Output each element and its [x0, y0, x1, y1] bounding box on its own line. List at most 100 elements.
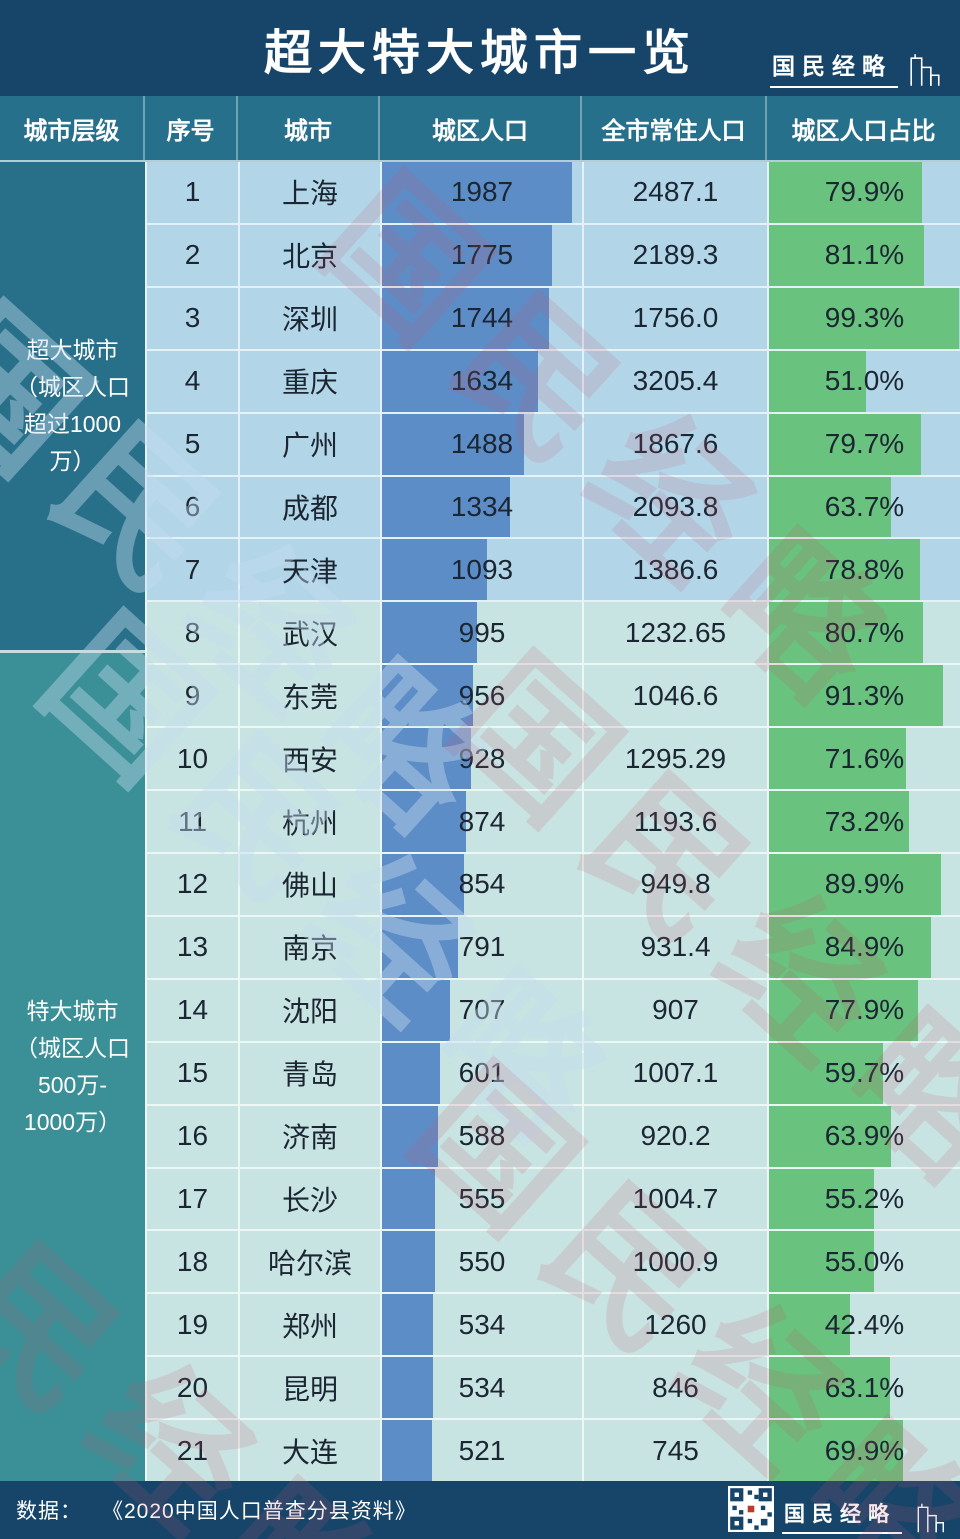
column-header-row: 城市层级 序号 城市 城区人口 全市常住人口 城区人口占比	[0, 96, 960, 162]
table-row: 6 成都 1334 2093.8 63.7%	[145, 476, 960, 540]
pct-bar	[769, 476, 891, 538]
rank-cell: 10	[145, 728, 238, 790]
city-cell: 青岛	[238, 1042, 380, 1104]
urban-pop-value: 1093	[450, 553, 514, 585]
table-row: 2 北京 1775 2189.3 81.1%	[145, 224, 960, 288]
table-row: 17 长沙 555 1004.7 55.2%	[145, 1168, 960, 1232]
table-row: 4 重庆 1634 3205.4 51.0%	[145, 350, 960, 414]
total-pop-cell: 2487.1	[582, 162, 767, 223]
urban-pop-cell: 874	[380, 791, 582, 852]
data-source: 数据： 《2020中国人口普查分县资料》	[16, 1495, 417, 1525]
pct-bar	[769, 979, 918, 1041]
rank-cell: 6	[145, 476, 238, 538]
pct-cell: 78.8%	[767, 539, 960, 601]
urban-pop-value: 534	[458, 1371, 506, 1403]
pct-value: 84.9%	[824, 931, 905, 963]
urban-pop-bar	[382, 1168, 436, 1230]
total-pop-cell: 846	[582, 1357, 767, 1419]
total-pop-cell: 1295.29	[582, 728, 767, 790]
urban-pop-cell: 928	[380, 728, 582, 790]
pct-cell: 63.9%	[767, 1105, 960, 1167]
pct-bar	[769, 602, 924, 664]
rank-cell: 1	[145, 162, 238, 223]
urban-pop-value: 534	[458, 1308, 506, 1340]
urban-pop-bar	[382, 791, 466, 852]
total-pop-cell: 1867.6	[582, 413, 767, 475]
brand-name: 国民经略	[770, 47, 898, 88]
urban-pop-value: 521	[458, 1434, 506, 1466]
data-rows: 1 上海 1987 2487.1 79.9% 2 北京 1775 2189.3 81.1% 3 深圳 1…	[145, 162, 960, 1482]
pct-bar	[769, 1042, 884, 1104]
pct-value: 63.9%	[824, 1120, 905, 1152]
total-pop-cell: 1232.65	[582, 602, 767, 664]
pct-cell: 84.9%	[767, 916, 960, 978]
pct-value: 59.7%	[824, 1057, 905, 1089]
urban-pop-cell: 1093	[380, 539, 582, 601]
pct-cell: 55.0%	[767, 1231, 960, 1293]
total-pop-cell: 3205.4	[582, 350, 767, 412]
pct-cell: 77.9%	[767, 979, 960, 1041]
pct-value: 71.6%	[824, 742, 905, 774]
urban-pop-bar	[382, 413, 525, 475]
urban-pop-cell: 1488	[380, 413, 582, 475]
pct-bar	[769, 224, 924, 286]
footer-brand: 国民经略	[728, 1486, 948, 1534]
rank-cell: 16	[145, 1105, 238, 1167]
rank-cell: 3	[145, 287, 238, 349]
rank-cell: 8	[145, 602, 238, 664]
table-row: 19 郑州 534 1260 42.4%	[145, 1294, 960, 1358]
urban-pop-value: 707	[458, 994, 506, 1026]
column-header-pct: 城区人口占比	[791, 117, 936, 145]
table-row: 7 天津 1093 1386.6 78.8%	[145, 539, 960, 603]
city-cell: 大连	[238, 1420, 380, 1482]
tier-cell-1: 超大城市 （城区人口 超过1000 万）	[0, 162, 145, 653]
city-cell: 广州	[238, 413, 380, 475]
qr-code	[728, 1486, 774, 1532]
pct-value: 55.0%	[824, 1245, 905, 1277]
total-pop-cell: 1004.7	[582, 1168, 767, 1230]
pct-bar	[769, 1105, 892, 1167]
pct-cell: 55.2%	[767, 1168, 960, 1230]
table-row: 16 济南 588 920.2 63.9%	[145, 1105, 960, 1169]
pct-bar	[769, 350, 867, 412]
urban-pop-cell: 707	[380, 979, 582, 1041]
total-pop-cell: 1260	[582, 1294, 767, 1356]
column-header-urban-pop: 城区人口	[380, 96, 582, 160]
pct-cell: 63.1%	[767, 1357, 960, 1419]
footer-brand-name: 国民经略	[782, 1498, 902, 1534]
rank-cell: 7	[145, 539, 238, 601]
urban-pop-value: 1987	[450, 176, 514, 208]
rank-cell: 20	[145, 1357, 238, 1419]
pct-value: 99.3%	[824, 302, 905, 334]
pct-value: 42.4%	[824, 1308, 905, 1340]
urban-pop-bar	[382, 287, 549, 349]
pct-cell: 81.1%	[767, 224, 960, 286]
total-pop-cell: 2189.3	[582, 224, 767, 286]
pct-bar	[769, 287, 959, 349]
city-cell: 南京	[238, 916, 380, 978]
pct-value: 91.3%	[824, 679, 905, 711]
table-row: 20 昆明 534 846 63.1%	[145, 1357, 960, 1421]
city-cell: 天津	[238, 539, 380, 601]
pct-bar	[769, 162, 922, 223]
pct-cell: 89.9%	[767, 853, 960, 915]
pct-value: 81.1%	[824, 239, 905, 271]
city-cell: 郑州	[238, 1294, 380, 1356]
urban-pop-bar	[382, 1105, 439, 1167]
tier-column: 超大城市 （城区人口 超过1000 万） 特大城市 （城区人口 500万- 100…	[0, 162, 145, 1481]
urban-pop-cell: 995	[380, 602, 582, 664]
urban-pop-bar	[382, 539, 487, 601]
urban-pop-bar	[382, 476, 510, 538]
footer-bar: 数据： 《2020中国人口普查分县资料》	[0, 1481, 960, 1539]
tier-cell-2: 特大城市 （城区人口 500万- 1000万）	[0, 652, 145, 1481]
pct-bar	[769, 791, 909, 852]
pct-cell: 42.4%	[767, 1294, 960, 1356]
page-title: 超大特大城市一览	[263, 27, 696, 80]
table-row: 1 上海 1987 2487.1 79.9%	[145, 162, 960, 225]
pct-value: 63.1%	[824, 1371, 905, 1403]
urban-pop-cell: 854	[380, 853, 582, 915]
urban-pop-cell: 791	[380, 916, 582, 978]
title-bar: 超大特大城市一览 国民经略	[0, 0, 960, 96]
rank-cell: 14	[145, 979, 238, 1041]
